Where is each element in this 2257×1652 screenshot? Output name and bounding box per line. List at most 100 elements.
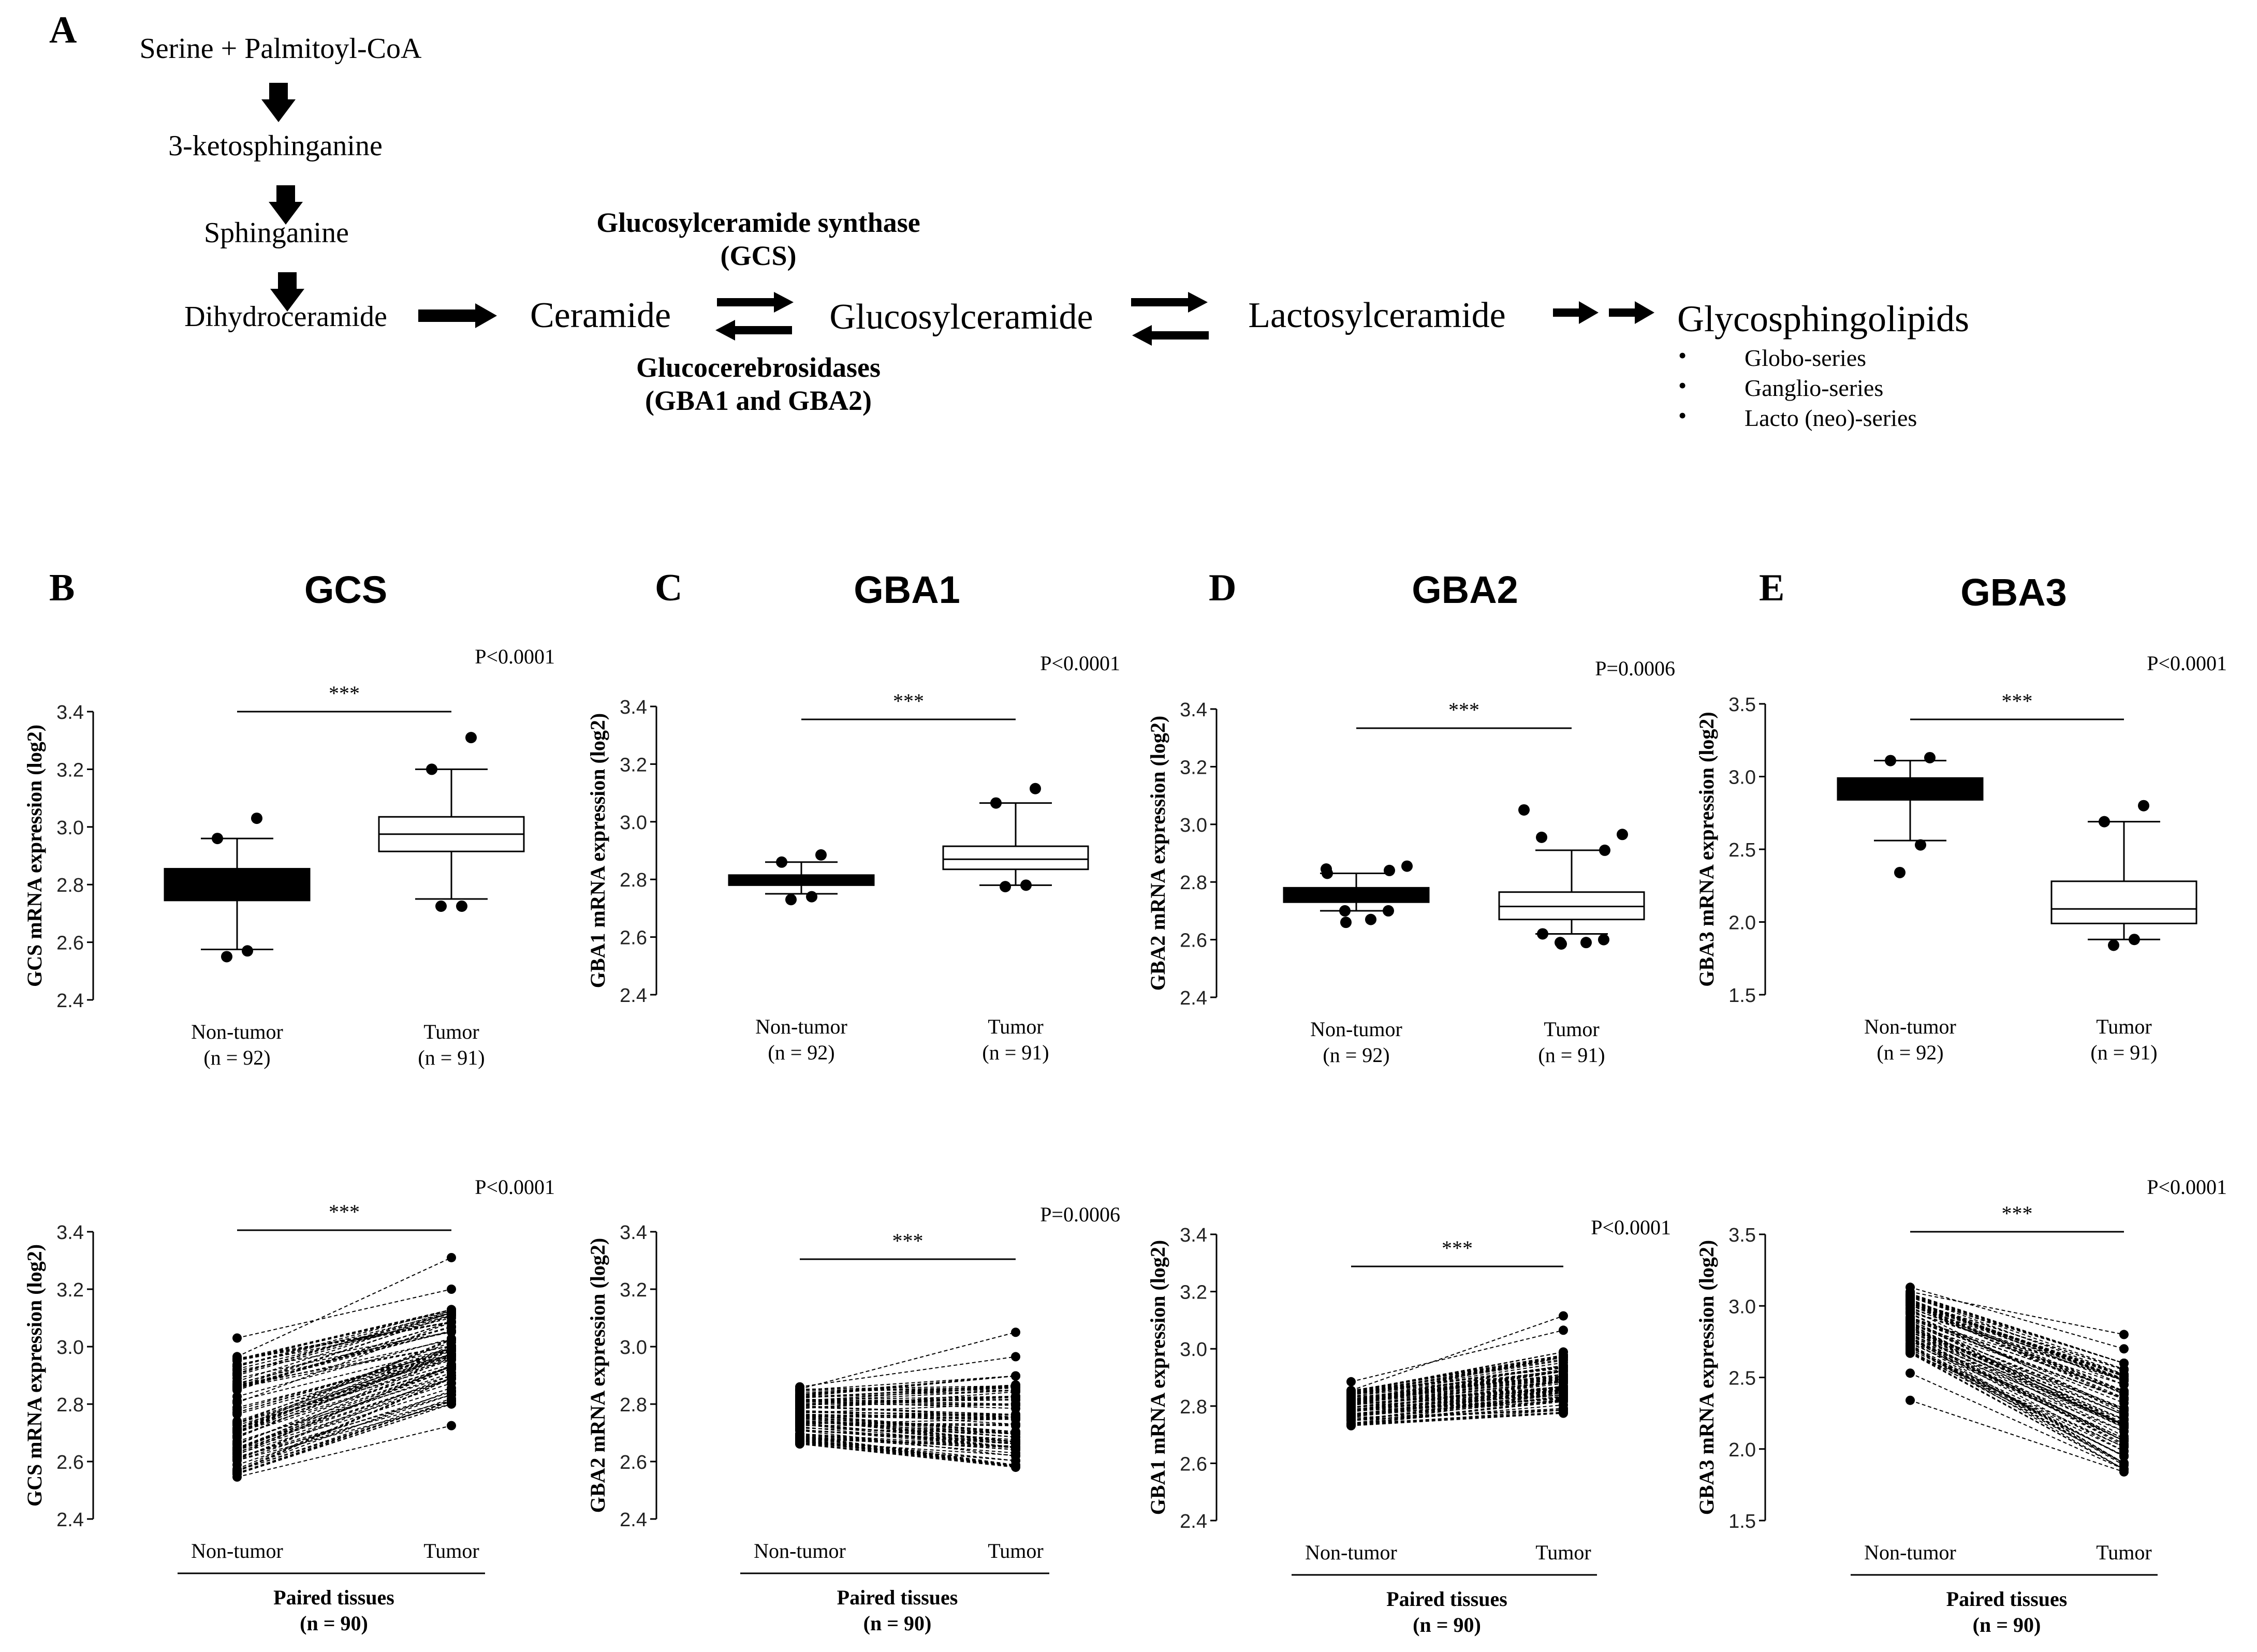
paired-line <box>237 1289 452 1339</box>
paired-line <box>1351 1330 1564 1382</box>
paired-line <box>237 1403 452 1474</box>
tumor-point <box>447 1327 456 1337</box>
y-tick-label: 3.4 <box>1180 699 1207 721</box>
paired-line <box>799 1399 1016 1403</box>
paired-line <box>799 1375 1016 1395</box>
y-tick-label: 3.4 <box>56 1222 84 1244</box>
paired-line <box>1910 1295 2124 1375</box>
x-category-label: Non-tumor <box>1864 1015 1956 1038</box>
glycosphingolipids-label: Glycosphingolipids <box>1677 298 1969 340</box>
outlier-point <box>435 900 447 912</box>
x-group-n: (n = 92) <box>1323 1043 1389 1067</box>
paired-line <box>237 1388 452 1455</box>
box-group-tumor: Tumor (n = 91) <box>378 732 525 1069</box>
paired-line <box>1910 1331 2124 1426</box>
y-tick-label: 3.2 <box>1180 1282 1207 1304</box>
significance-stars: *** <box>2002 689 2033 713</box>
tumor-point <box>1559 1325 1568 1335</box>
paired-line <box>237 1321 452 1404</box>
chart-D: 2.4 2.6 2.8 3.0 3.2 3.4 GBA2 mRNA expression (… <box>1146 567 1675 1067</box>
paired-line <box>237 1345 452 1385</box>
y-tick-label: 2.6 <box>620 1452 647 1473</box>
paired-line <box>1910 1352 2124 1470</box>
down-arrow-icon <box>261 83 296 122</box>
tumor-point <box>447 1341 456 1351</box>
outlier-point <box>242 945 253 957</box>
glucosylceramide-label: Glucosylceramide <box>829 297 1093 337</box>
paired-line <box>237 1345 452 1389</box>
step-sphinganine: Sphinganine <box>204 217 349 249</box>
chart-C: 2.4 2.6 2.8 3.0 3.2 3.4 GBA1 mRNA expression (… <box>586 567 1120 1064</box>
tumor-point <box>447 1305 456 1315</box>
lactosylceramide-label: Lactosylceramide <box>1248 296 1506 335</box>
paired-lines <box>1346 1311 1568 1430</box>
paired-line <box>1910 1308 2124 1381</box>
paired-line <box>1910 1345 2124 1466</box>
panel-letter-a: A <box>49 9 77 51</box>
paired-line <box>1351 1381 1564 1404</box>
paired-line <box>237 1348 452 1413</box>
paired-line <box>1910 1304 2124 1400</box>
paired-line <box>1351 1391 1564 1417</box>
paired-line <box>237 1310 452 1361</box>
outlier-point <box>815 849 827 861</box>
paired-line <box>1351 1388 1564 1408</box>
paired-line <box>1351 1366 1564 1393</box>
x-group-n: (n = 91) <box>1538 1043 1605 1067</box>
outlier-point <box>1518 804 1530 816</box>
y-tick-label: 3.4 <box>620 1222 647 1244</box>
paired-line <box>1351 1370 1564 1399</box>
y-tick-label: 2.6 <box>56 1452 84 1473</box>
box <box>942 845 1089 871</box>
chart-GBA1-paired: 2.4 2.6 2.8 3.0 3.2 3.4 GBA1 mRNA expression (… <box>1146 1216 1671 1636</box>
tumor-point <box>2119 1330 2129 1339</box>
tumor-point <box>1011 1371 1020 1381</box>
y-tick-label: 2.8 <box>1180 1396 1207 1418</box>
paired-line <box>1910 1295 2124 1370</box>
series-globo: Globo-series <box>1745 345 1866 371</box>
y-tick-label: 3.2 <box>620 754 647 776</box>
paired-line <box>1351 1356 1564 1398</box>
y-tick-label: 3.2 <box>56 759 84 781</box>
tumor-point <box>1011 1451 1020 1461</box>
bullet-icon: • <box>1678 402 1687 429</box>
paired-line <box>1910 1299 2124 1385</box>
x-axis-footer: Paired tissues <box>273 1586 394 1609</box>
paired-line <box>1910 1324 2124 1428</box>
outlier-point <box>1598 934 1609 946</box>
paired-line <box>1351 1355 1564 1392</box>
tumor-point <box>2119 1420 2129 1429</box>
paired-lines <box>232 1252 456 1482</box>
paired-line <box>237 1339 452 1388</box>
box-group-non-tumor: Non-tumor(n = 92) <box>1283 860 1430 1067</box>
paired-line <box>1351 1351 1564 1393</box>
outlier-point <box>990 797 1002 809</box>
tumor-point <box>2119 1359 2129 1368</box>
significance-stars: *** <box>893 689 924 713</box>
chart-title: GBA2 <box>1412 568 1518 611</box>
gba-enzyme-abbr: (GBA1 and GBA2) <box>645 385 872 416</box>
y-axis-label: GBA1 mRNA expression (log2) <box>586 713 609 988</box>
paired-line <box>799 1440 1016 1456</box>
y-tick-label: 2.4 <box>620 1509 647 1531</box>
reverse-arrow-icon <box>715 320 792 341</box>
paired-line <box>1910 1326 2124 1437</box>
tumor-point <box>1559 1405 1568 1415</box>
paired-line <box>1351 1374 1564 1401</box>
x-category-label: Tumor <box>988 1539 1043 1562</box>
paired-line <box>799 1375 1016 1391</box>
paired-line <box>799 1426 1016 1449</box>
y-tick-label: 3.0 <box>1728 767 1756 789</box>
paired-line <box>237 1339 452 1430</box>
y-tick-label: 2.4 <box>56 990 84 1012</box>
non-tumor-point <box>795 1382 804 1392</box>
chart-GBA3-paired: 1.5 2.0 2.5 3.0 3.5 GBA3 mRNA expression (log… <box>1695 1175 2227 1636</box>
paired-line <box>1351 1354 1564 1392</box>
paired-line <box>1351 1375 1564 1398</box>
tumor-point <box>2119 1432 2129 1441</box>
non-tumor-point <box>232 1392 242 1402</box>
reverse-arrow-icon <box>1132 325 1209 346</box>
paired-line <box>1351 1370 1564 1397</box>
tumor-point <box>1559 1362 1568 1372</box>
paired-line <box>1910 1302 2124 1392</box>
